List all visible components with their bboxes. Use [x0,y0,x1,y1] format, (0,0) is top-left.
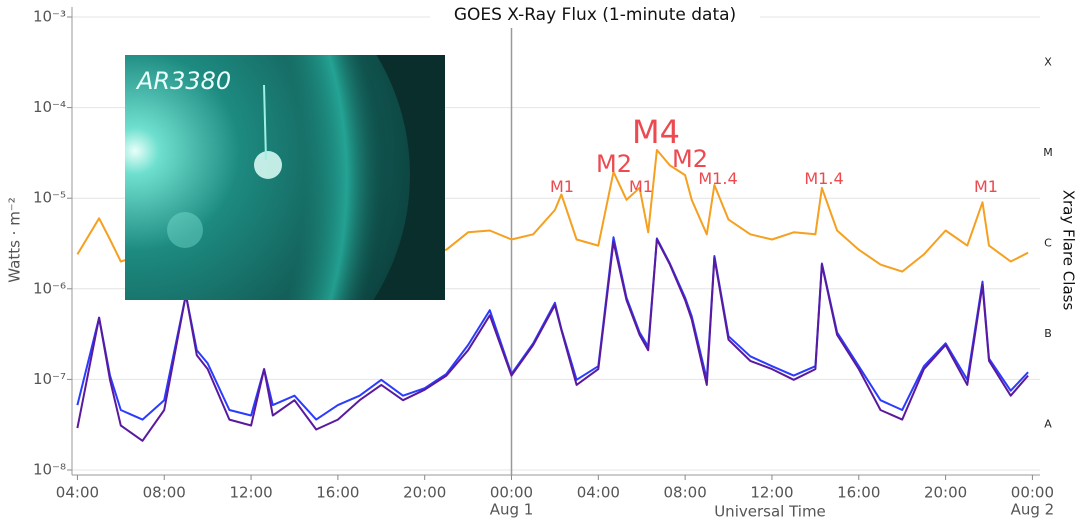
inset-image: AR3380 [125,55,445,300]
y-tick-label: 10⁻⁶ [33,279,66,297]
x-tick-label: 04:00 [577,484,620,502]
x-tick-label: 04:00 [56,484,99,502]
flare-annotation: M1.4 [804,169,843,188]
chart-title: GOES X-Ray Flux (1-minute data) [454,5,736,25]
flare-annotation: M1.4 [698,169,737,188]
y2-axis-title: Xray Flare Class [1060,190,1078,311]
inset-region [167,212,203,248]
x-tick-label: 20:00 [924,484,967,502]
y2-tick-label: A [1044,418,1052,431]
date-label: Aug 2 [1011,501,1055,519]
flux-line [76,238,1029,442]
y-tick-label: 10⁻⁵ [33,189,66,207]
y-tick-label: 10⁻⁴ [33,98,66,116]
x-tick-label: 00:00 [490,484,533,502]
x-tick-label: 12:00 [229,484,272,502]
inset-flare [254,151,282,179]
x-tick-label: 16:00 [316,484,359,502]
inset-label: AR3380 [135,67,231,95]
x-axis-title: Universal Time [714,503,826,521]
x-tick-label: 00:00 [1011,484,1054,502]
x-tick-label: 08:00 [143,484,186,502]
flare-annotation: M1 [550,177,574,196]
y-axis-title: Watts · m⁻² [6,197,24,283]
date-label: Aug 1 [490,501,534,519]
flux-line [76,236,1029,421]
y2-tick-label: C [1044,237,1052,250]
x-tick-label: 08:00 [664,484,707,502]
flare-annotation: M1 [974,177,998,196]
y2-tick-label: M [1043,146,1053,159]
x-tick-label: 16:00 [837,484,880,502]
y2-tick-label: B [1044,327,1052,340]
flare-annotation: M2 [672,145,708,173]
y2-tick-label: X [1044,55,1052,68]
title-background [430,3,760,27]
flare-annotation: M1 [629,177,653,196]
x-tick-label: 20:00 [403,484,446,502]
y-tick-label: 10⁻³ [33,8,66,26]
flare-annotation: M2 [596,150,632,178]
flare-annotation: M4 [632,113,680,151]
inset-limb [125,55,390,300]
x-tick-label: 12:00 [750,484,793,502]
y-tick-label: 10⁻⁷ [33,370,66,388]
y-tick-label: 10⁻⁸ [33,461,66,479]
inset-streak [263,84,267,161]
